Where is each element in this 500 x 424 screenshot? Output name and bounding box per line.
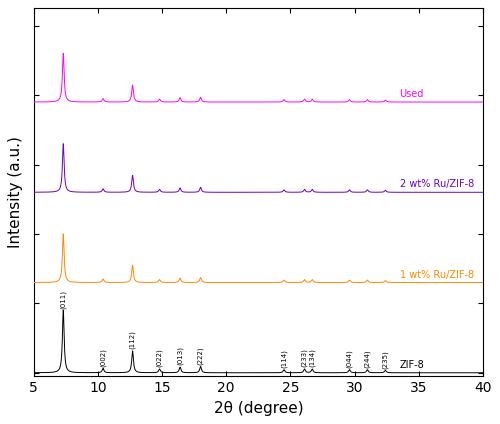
Text: (235): (235) [382,350,388,368]
Text: (013): (013) [177,346,184,365]
Text: (002): (002) [100,348,106,367]
Text: (011): (011) [60,290,66,309]
Text: (233): (233) [302,349,308,367]
Text: 2 wt% Ru/ZIF-8: 2 wt% Ru/ZIF-8 [400,179,474,190]
Text: (134): (134) [309,349,316,367]
Text: (112): (112) [130,330,136,349]
Y-axis label: Intensity (a.u.): Intensity (a.u.) [8,137,24,248]
Text: (222): (222) [198,346,204,365]
Text: (114): (114) [281,349,287,368]
X-axis label: 2θ (degree): 2θ (degree) [214,401,303,416]
Text: 1 wt% Ru/ZIF-8: 1 wt% Ru/ZIF-8 [400,270,473,280]
Text: (044): (044) [346,349,352,368]
Text: (244): (244) [364,349,370,368]
Text: Used: Used [400,89,424,99]
Text: ZIF-8: ZIF-8 [400,360,424,370]
Text: (022): (022) [156,349,163,367]
